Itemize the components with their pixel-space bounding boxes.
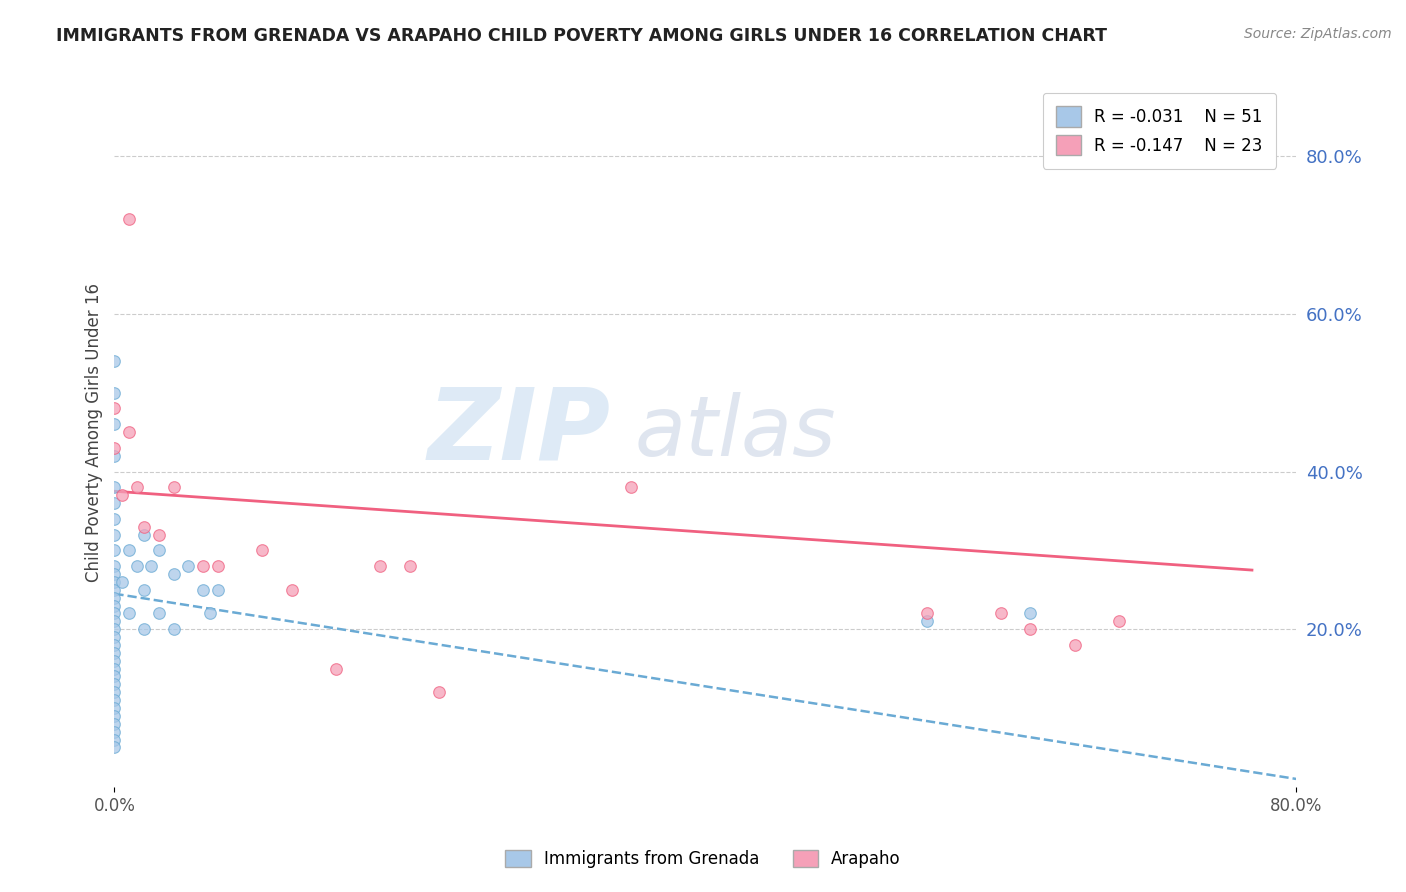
- Point: [103, 701, 125, 715]
- Point: [103, 567, 125, 582]
- Point: [915, 615, 938, 629]
- Point: [103, 559, 125, 574]
- Point: [103, 709, 125, 723]
- Point: [125, 480, 148, 494]
- Point: [103, 654, 125, 668]
- Point: [103, 582, 125, 597]
- Text: Source: ZipAtlas.com: Source: ZipAtlas.com: [1244, 27, 1392, 41]
- Point: [162, 480, 184, 494]
- Point: [103, 662, 125, 676]
- Point: [1108, 615, 1130, 629]
- Point: [103, 543, 125, 558]
- Point: [118, 425, 141, 439]
- Point: [148, 527, 170, 541]
- Point: [132, 519, 155, 533]
- Point: [103, 646, 125, 660]
- Point: [132, 582, 155, 597]
- Point: [103, 732, 125, 747]
- Point: [141, 559, 163, 574]
- Point: [148, 607, 170, 621]
- Point: [1063, 638, 1085, 652]
- Point: [125, 559, 148, 574]
- Point: [429, 685, 451, 699]
- Point: [103, 354, 125, 368]
- Point: [399, 559, 422, 574]
- Point: [103, 677, 125, 691]
- Legend: R = -0.031    N = 51, R = -0.147    N = 23: R = -0.031 N = 51, R = -0.147 N = 23: [1043, 93, 1277, 169]
- Text: ZIP: ZIP: [427, 384, 610, 481]
- Point: [103, 607, 125, 621]
- Point: [103, 669, 125, 683]
- Point: [162, 567, 184, 582]
- Point: [148, 543, 170, 558]
- Y-axis label: Child Poverty Among Girls Under 16: Child Poverty Among Girls Under 16: [86, 283, 103, 582]
- Point: [325, 662, 347, 676]
- Legend: Immigrants from Grenada, Arapaho: Immigrants from Grenada, Arapaho: [499, 843, 907, 875]
- Point: [118, 607, 141, 621]
- Point: [1019, 607, 1042, 621]
- Point: [191, 582, 214, 597]
- Point: [103, 574, 125, 589]
- Point: [207, 582, 229, 597]
- Point: [103, 591, 125, 605]
- Point: [103, 385, 125, 400]
- Point: [103, 685, 125, 699]
- Point: [132, 622, 155, 636]
- Point: [280, 582, 302, 597]
- Point: [103, 480, 125, 494]
- Point: [200, 607, 222, 621]
- Point: [118, 212, 141, 227]
- Point: [103, 599, 125, 613]
- Point: [103, 693, 125, 707]
- Point: [620, 480, 643, 494]
- Point: [103, 417, 125, 432]
- Point: [103, 716, 125, 731]
- Point: [250, 543, 273, 558]
- Point: [103, 512, 125, 526]
- Point: [111, 574, 134, 589]
- Point: [1019, 622, 1042, 636]
- Text: IMMIGRANTS FROM GRENADA VS ARAPAHO CHILD POVERTY AMONG GIRLS UNDER 16 CORRELATIO: IMMIGRANTS FROM GRENADA VS ARAPAHO CHILD…: [56, 27, 1108, 45]
- Point: [103, 449, 125, 463]
- Point: [103, 622, 125, 636]
- Point: [132, 527, 155, 541]
- Point: [118, 543, 141, 558]
- Point: [103, 630, 125, 644]
- Point: [103, 496, 125, 510]
- Point: [103, 441, 125, 455]
- Point: [915, 607, 938, 621]
- Point: [177, 559, 200, 574]
- Point: [103, 401, 125, 416]
- Point: [103, 740, 125, 755]
- Point: [103, 638, 125, 652]
- Point: [111, 488, 134, 502]
- Point: [162, 622, 184, 636]
- Point: [207, 559, 229, 574]
- Point: [370, 559, 392, 574]
- Point: [990, 607, 1012, 621]
- Point: [103, 615, 125, 629]
- Text: atlas: atlas: [634, 392, 837, 473]
- Point: [103, 724, 125, 739]
- Point: [103, 527, 125, 541]
- Point: [191, 559, 214, 574]
